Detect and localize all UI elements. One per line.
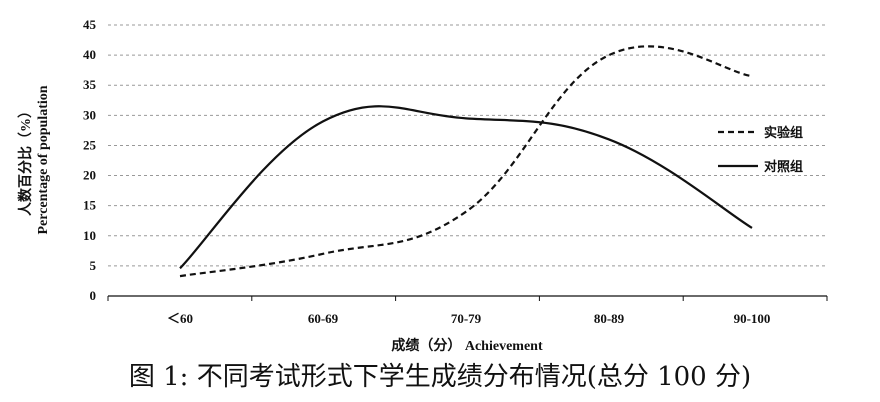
x-axis-title: 成绩（分） Achievement <box>391 337 543 354</box>
y-tick-label: 35 <box>83 77 97 92</box>
x-tick-label: 80-89 <box>594 311 625 326</box>
y-tick-label: 30 <box>83 107 96 122</box>
series-lines <box>179 45 753 278</box>
legend-label: 实验组 <box>764 125 803 141</box>
y-tick-label: 20 <box>83 168 96 183</box>
series-line-control <box>179 105 753 270</box>
line-chart: 0 5 10 15 20 25 30 35 40 45 ＜60 60-69 70-79 80-89 90-… <box>17 17 828 354</box>
x-axis: ＜60 60-69 70-79 80-89 90-100 <box>107 295 828 326</box>
x-tick-label: 90-100 <box>734 311 771 326</box>
y-tick-label: 15 <box>83 198 97 213</box>
y-tick-label: 5 <box>90 258 97 273</box>
y-tick-label: 10 <box>83 228 96 243</box>
x-tick-label: 70-79 <box>451 311 482 326</box>
y-tick-label: 45 <box>83 17 97 32</box>
series-line-experimental <box>179 45 753 278</box>
y-tick-label: 25 <box>83 137 97 152</box>
y-tick-label: 40 <box>83 47 96 62</box>
x-tick-label: ＜60 <box>167 311 193 326</box>
y-axis-title-cn: 人数百分比（%） <box>17 104 34 216</box>
y-axis-title-en: Percentage of population <box>36 85 51 234</box>
grid-lines <box>108 24 827 267</box>
figure-caption: 图 1: 不同考试形式下学生成绩分布情况(总分 100 分) <box>128 362 752 392</box>
x-tick-label: 60-69 <box>308 311 339 326</box>
y-axis-ticks: 0 5 10 15 20 25 30 35 40 45 <box>83 17 97 303</box>
legend-label: 对照组 <box>764 159 803 175</box>
y-tick-label: 0 <box>90 288 97 303</box>
